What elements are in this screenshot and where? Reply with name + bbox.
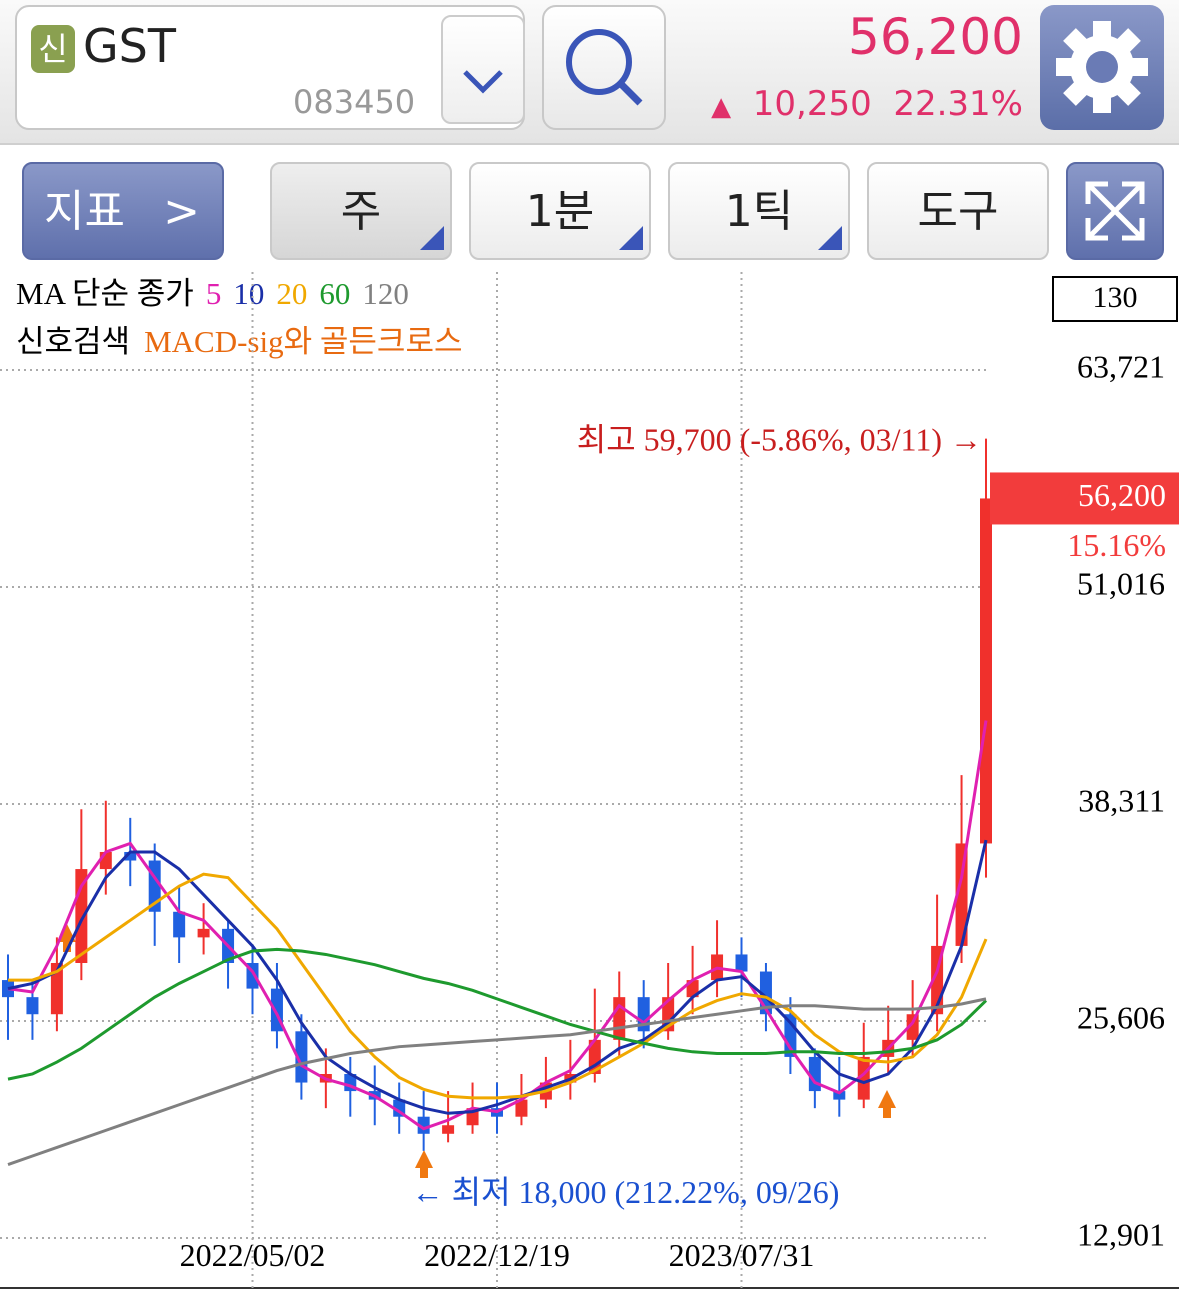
bar-count: 130 [1093, 281, 1138, 314]
legend-entry: 20 [276, 276, 307, 311]
change: ▲ 10,250 22.31% [711, 84, 1023, 124]
candle-body [515, 1099, 528, 1117]
y-tick-label: 51,016 [1077, 565, 1165, 601]
y-tick-label: 12,901 [1077, 1216, 1165, 1252]
candle-body [906, 1014, 919, 1040]
ma-line [7, 997, 987, 1166]
indicator-button[interactable]: 지표 > [22, 162, 224, 260]
gear-icon [1056, 21, 1148, 113]
signal-arrow [878, 1090, 896, 1118]
signal-markers [58, 924, 896, 1178]
candle-body [833, 1091, 846, 1100]
legend-entry: 120 [362, 276, 409, 311]
minute-label: 1분 [525, 186, 595, 237]
candle-body [735, 954, 748, 972]
ma-line [7, 839, 988, 1115]
minute-button[interactable]: 1분 [469, 162, 651, 260]
candle-body [26, 997, 39, 1015]
ma-line [8, 872, 988, 1100]
candle-body [295, 1031, 308, 1083]
dropdown-triangle [818, 226, 842, 250]
candle-body [197, 928, 210, 938]
price-tag-pct: 15.16% [1067, 527, 1166, 563]
indicator-label: 지표 [44, 186, 125, 237]
candle-body [857, 1056, 870, 1100]
change-value: 10,250 [752, 84, 872, 124]
legend-title: MA 단순 종가 [16, 276, 194, 311]
chevron: > [163, 186, 200, 237]
signal-name: MACD-sig와 골든크로스 [144, 324, 462, 359]
count-box[interactable] [1052, 276, 1178, 322]
chart: 130 MA 단순 종가 5 10 20 60 120 신호검색 MACD-sig와 골든크… [0, 272, 1179, 1289]
badge: 신 [31, 25, 75, 73]
legend-entry: 10 [233, 276, 264, 311]
up-triangle: ▲ [711, 92, 732, 122]
tick-label: 1틱 [724, 186, 794, 237]
candle-body [613, 997, 626, 1040]
change-pct: 22.31% [893, 84, 1023, 124]
search-icon [566, 29, 643, 106]
signal-arrow [415, 1150, 433, 1178]
candle-body [980, 498, 992, 844]
candle-body [50, 962, 63, 1015]
search-button[interactable] [542, 5, 666, 130]
stock-selector[interactable]: 신 GST 083450 [15, 5, 525, 130]
settings-button[interactable] [1040, 5, 1164, 130]
ma-line [7, 947, 988, 1081]
candle-body [124, 851, 137, 861]
signal-arrow [58, 924, 76, 952]
x-tick-label: 2022/12/19 [424, 1237, 570, 1273]
period-label: 주 [340, 186, 382, 237]
signal-legend: 신호검색 MACD-sig와 골든크로스 [16, 324, 462, 359]
dropdown-icon [463, 70, 503, 94]
price: 56,200 [848, 8, 1023, 66]
dropdown-button[interactable] [441, 15, 525, 124]
tools-button[interactable]: 도구 [867, 162, 1049, 260]
ma-line [7, 720, 988, 1131]
y-tick-label: 25,606 [1077, 999, 1165, 1035]
legend-entry: 5 [206, 276, 222, 311]
price-tag-label: 56,200 [1078, 477, 1166, 513]
header: 신 GST 083450 56,200 ▲ 10,250 22.31% [0, 0, 1179, 145]
candle-body [173, 911, 186, 938]
candle-body [75, 869, 88, 963]
low-annotation: ← 최저 18,000 (212.22%, 09/26) [412, 1174, 840, 1210]
price-tag [990, 472, 1179, 525]
dropdown-triangle [619, 226, 643, 250]
candle-body [955, 843, 968, 946]
candle-body [417, 1116, 430, 1134]
y-tick-label: 63,721 [1077, 348, 1165, 384]
signal-title: 신호검색 [16, 324, 130, 359]
stock-name: GST [83, 19, 176, 73]
candle-body [808, 1056, 821, 1092]
y-tick-label: 38,311 [1078, 782, 1165, 818]
period-button[interactable]: 주 [270, 162, 452, 260]
legend: MA 단순 종가 5 10 20 60 120 [16, 276, 409, 311]
dropdown-triangle [420, 226, 444, 250]
x-tick-label: 2022/05/02 [180, 1237, 326, 1273]
high-annotation: 최고 59,700 (-5.86%, 03/11) → [577, 422, 982, 458]
tools-label: 도구 [917, 186, 999, 237]
expand-icon [1085, 181, 1145, 241]
expand-button[interactable] [1066, 162, 1164, 260]
legend-entry: 60 [319, 276, 350, 311]
x-tick-label: 2023/07/31 [669, 1237, 815, 1273]
candle-body [442, 1125, 455, 1134]
tick-button[interactable]: 1틱 [668, 162, 850, 260]
stock-code: 083450 [293, 83, 416, 121]
